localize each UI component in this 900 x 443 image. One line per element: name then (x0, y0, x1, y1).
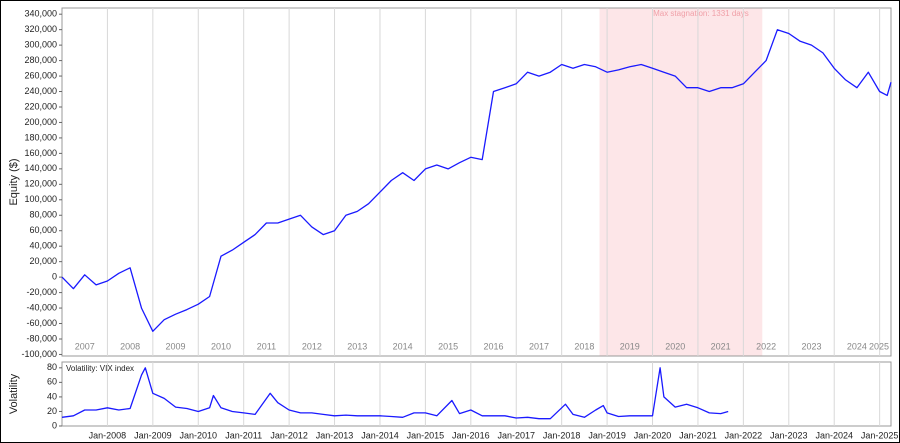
year-label: 2016 (484, 341, 504, 351)
y-tick-label: 0 (52, 420, 57, 430)
y-tick-label: -80,000 (26, 333, 57, 343)
y-tick-label: 20 (47, 406, 57, 416)
y-tick-label: 80,000 (29, 210, 57, 220)
year-label: 2022 (756, 341, 776, 351)
y-tick-label: 100,000 (24, 194, 57, 204)
y-tick-label: 280,000 (24, 55, 57, 65)
year-label: 2011 (257, 341, 276, 351)
y-tick-label: 340,000 (24, 9, 57, 19)
x-tick-label: Jan-2018 (543, 430, 581, 440)
legend-label: Volatility: VIX index (66, 364, 134, 373)
y-tick-label: -40,000 (26, 302, 57, 312)
y-tick-label: 320,000 (24, 24, 57, 34)
y-tick-label: 80 (47, 362, 57, 372)
x-tick-label: Jan-2016 (452, 430, 490, 440)
x-tick-label: Jan-2024 (815, 430, 853, 440)
series-line (61, 367, 729, 420)
x-tick-label: Jan-2023 (770, 430, 808, 440)
x-tick-label: Jan-2025 (861, 430, 899, 440)
y-tick-label: -20,000 (26, 287, 57, 297)
y-axis-title: Volatility (8, 373, 20, 414)
y-tick-label: 20,000 (29, 256, 57, 266)
y-tick-label: 240,000 (24, 86, 57, 96)
year-label: 2017 (529, 341, 549, 351)
y-axis-title: Equity ($) (8, 158, 20, 205)
x-tick-label: Jan-2010 (180, 430, 218, 440)
year-label: 2009 (166, 341, 186, 351)
y-tick-label: 0 (52, 271, 57, 281)
volatility-panel (61, 361, 892, 427)
y-tick-label: 200,000 (24, 117, 57, 127)
y-tick-label: 120,000 (24, 179, 57, 189)
y-tick-label: -60,000 (26, 318, 57, 328)
x-tick-label: Jan-2013 (316, 430, 354, 440)
y-tick-label: 40,000 (29, 241, 57, 251)
x-tick-label: Jan-2014 (361, 430, 399, 440)
x-tick-label: Jan-2008 (89, 430, 127, 440)
x-tick-label: Jan-2015 (407, 430, 445, 440)
y-tick-label: 160,000 (24, 148, 57, 158)
y-tick-label: 140,000 (24, 163, 57, 173)
y-tick-label: 40 (47, 391, 57, 401)
y-tick-label: 60 (47, 377, 57, 387)
year-label: 2014 (393, 341, 413, 351)
x-tick-label: Jan-2017 (497, 430, 535, 440)
year-label: 2018 (574, 341, 594, 351)
stagnation-band (599, 8, 763, 356)
x-tick-label: Jan-2022 (725, 430, 763, 440)
year-label: 2019 (620, 341, 640, 351)
year-label: 2007 (75, 341, 95, 351)
stagnation-label: Max stagnation: 1331 days (653, 9, 749, 18)
year-label: 2010 (211, 341, 231, 351)
year-label: 2020 (665, 341, 685, 351)
y-tick-label: 300,000 (24, 39, 57, 49)
year-label: 2021 (711, 341, 731, 351)
year-label: 2013 (347, 341, 367, 351)
year-label: 2025 (869, 341, 889, 351)
x-tick-label: Jan-2020 (634, 430, 672, 440)
series-line (61, 29, 892, 332)
y-tick-label: 180,000 (24, 132, 57, 142)
y-tick-label: -100,000 (21, 349, 57, 359)
y-tick-label: 260,000 (24, 70, 57, 80)
y-tick-label: 60,000 (29, 225, 57, 235)
x-tick-label: Jan-2011 (225, 430, 262, 440)
x-tick-label: Jan-2012 (270, 430, 308, 440)
x-tick-label: Jan-2021 (679, 430, 717, 440)
year-label: 2015 (438, 341, 458, 351)
x-tick-label: Jan-2019 (588, 430, 626, 440)
year-label: 2008 (120, 341, 140, 351)
year-label: 2012 (302, 341, 322, 351)
x-tick-label: Jan-2009 (134, 430, 172, 440)
year-label: 2024 (847, 341, 867, 351)
y-tick-label: 220,000 (24, 101, 57, 111)
year-label: 2023 (801, 341, 821, 351)
